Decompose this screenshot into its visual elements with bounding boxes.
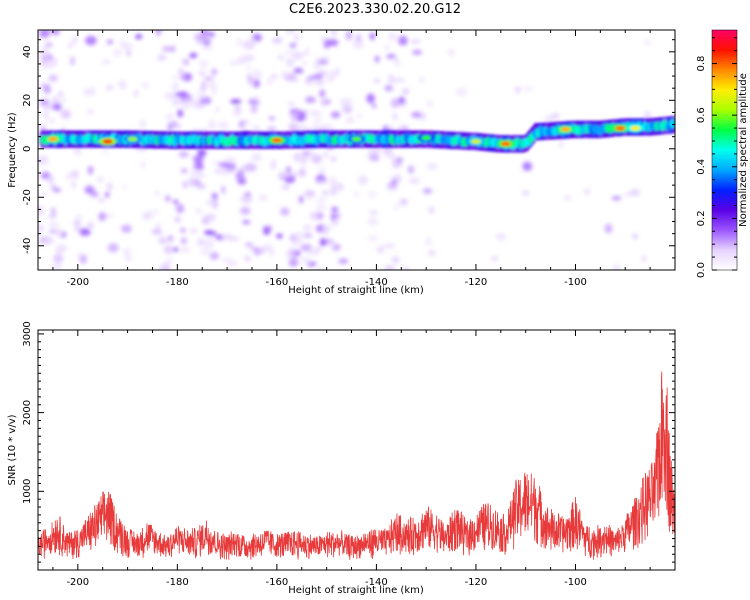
y-tick-label: 1000 — [22, 479, 33, 504]
snr-panel: -200 -180 -160 -140 -120 -100 1000 2000 3000 Hei… — [7, 321, 676, 596]
x-tick-label: -160 — [266, 277, 289, 288]
colorbar-tick-label: 0.4 — [696, 159, 707, 175]
heatmap-background — [38, 30, 675, 270]
heatmap-ylabel: Frequency (Hz) — [7, 112, 18, 188]
x-tick-label: -120 — [465, 277, 488, 288]
x-tick-label: -200 — [66, 577, 89, 588]
y-tick-label: 40 — [22, 45, 33, 58]
snr-frame — [37, 329, 676, 571]
snr-axes: -200 -180 -160 -140 -120 -100 1000 2000 3000 — [22, 321, 676, 588]
x-tick-label: -180 — [166, 577, 189, 588]
colorbar-tick-label: 0.8 — [696, 56, 707, 72]
colorbar-gradient — [712, 30, 737, 270]
colorbar-frame — [711, 29, 738, 271]
x-tick-label: -200 — [66, 277, 89, 288]
snr-series-line — [38, 371, 675, 560]
figure-title: C2E6.2023.330.02.20.G12 — [288, 2, 462, 17]
snr-background — [38, 330, 675, 570]
x-tick-label: -120 — [465, 577, 488, 588]
x-tick-label: -100 — [564, 577, 587, 588]
x-tick-label: -100 — [564, 277, 587, 288]
colorbar-tick-label: 0.2 — [696, 210, 707, 226]
x-tick-label: -160 — [266, 577, 289, 588]
colorbar-ticks: 0.0 0.2 0.4 0.6 0.8 — [696, 29, 738, 278]
colorbar-tick-label: 0.0 — [696, 262, 707, 278]
x-tick-label: -140 — [365, 577, 388, 588]
y-tick-label: 20 — [22, 94, 33, 107]
y-tick-label: -20 — [22, 189, 33, 205]
colorbar: 0.0 0.2 0.4 0.6 0.8 Normalized spectral ampl… — [696, 29, 749, 278]
y-tick-label: 0 — [22, 146, 33, 152]
x-tick-label: -180 — [166, 277, 189, 288]
colorbar-label: Normalized spectral amplitude — [738, 73, 749, 227]
x-tick-label: -140 — [365, 277, 388, 288]
y-tick-label: 2000 — [22, 400, 33, 425]
heatmap-ridge — [39, 115, 675, 153]
colorbar-tick-label: 0.6 — [696, 107, 707, 123]
heatmap-frame — [37, 29, 676, 271]
y-tick-label: 3000 — [22, 321, 33, 346]
y-tick-label: -40 — [22, 238, 33, 254]
snr-ylabel: SNR (10 * v/v) — [7, 414, 18, 485]
snr-xlabel: Height of straight line (km) — [288, 585, 424, 596]
heatmap-xlabel: Height of straight line (km) — [288, 285, 424, 296]
